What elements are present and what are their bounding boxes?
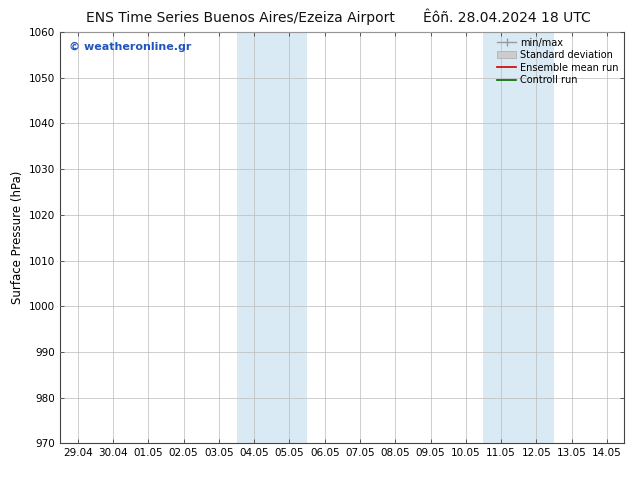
Bar [236, 32, 307, 443]
Y-axis label: Surface Pressure (hPa): Surface Pressure (hPa) [11, 171, 23, 304]
Text: ENS Time Series Buenos Aires/Ezeiza Airport: ENS Time Series Buenos Aires/Ezeiza Airp… [86, 11, 396, 25]
Bar [483, 32, 554, 443]
Text: © weatheronline.gr: © weatheronline.gr [68, 42, 191, 52]
Legend: min/max, Standard deviation, Ensemble mean run, Controll run: min/max, Standard deviation, Ensemble me… [493, 34, 623, 89]
Text: Êôñ. 28.04.2024 18 UTC: Êôñ. 28.04.2024 18 UTC [424, 11, 591, 25]
